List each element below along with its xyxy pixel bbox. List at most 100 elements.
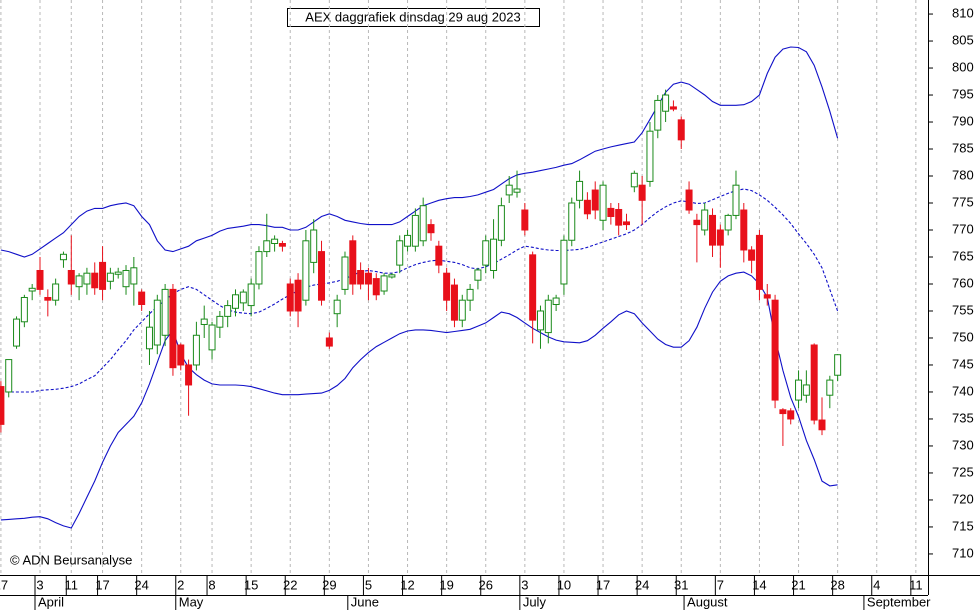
month-label: May	[179, 594, 204, 609]
x-tick-label: 7	[717, 577, 724, 592]
candle-body	[349, 240, 357, 285]
candle-body	[138, 291, 146, 306]
candle-body	[357, 269, 365, 285]
candle-body	[810, 344, 818, 421]
y-tick-label: 795	[952, 86, 974, 101]
y-tick-label: 760	[952, 275, 974, 290]
candle-body	[263, 240, 271, 253]
x-tick-label: 3	[521, 577, 528, 592]
candle-body	[13, 318, 21, 347]
x-tick-label: 24	[134, 577, 148, 592]
candle-body	[5, 359, 13, 393]
y-tick-label: 790	[952, 113, 974, 128]
candle-body	[818, 419, 826, 431]
candle-body	[724, 214, 732, 231]
candle-body	[67, 269, 75, 285]
candle-body	[341, 256, 349, 290]
candle-body	[185, 364, 193, 386]
candle-body	[192, 334, 200, 366]
candle-body	[607, 207, 615, 218]
candle-body	[200, 318, 208, 325]
candle-body	[623, 221, 630, 226]
candle-body	[20, 296, 28, 323]
bands	[0, 46, 839, 529]
y-tick-label: 750	[952, 329, 974, 344]
candle-body	[333, 299, 341, 315]
month-label: July	[523, 594, 547, 609]
candle-body	[239, 291, 247, 304]
y-tick-label: 755	[952, 302, 974, 317]
candle-body	[36, 269, 44, 290]
month-label: April	[38, 594, 64, 609]
candle-body	[576, 180, 584, 201]
credit: © ADN Beursanalyse	[10, 552, 132, 567]
candle-body	[466, 288, 474, 301]
y-tick-label: 770	[952, 221, 974, 236]
candle-body	[497, 205, 505, 241]
candle-body	[247, 283, 255, 307]
candle-body	[232, 294, 239, 309]
candle-body	[568, 202, 576, 241]
candle-body	[443, 272, 451, 301]
y-tick-label: 715	[952, 518, 974, 533]
candle-body	[435, 245, 443, 266]
y-tick-label: 810	[952, 5, 974, 20]
candle-body	[294, 279, 302, 312]
candle-body	[638, 184, 646, 201]
x-tick-label: 26	[479, 577, 493, 592]
candle-body	[325, 337, 333, 347]
candle-body	[482, 240, 490, 266]
month-label: August	[687, 594, 728, 609]
candle-body	[615, 208, 623, 226]
title-box	[287, 8, 540, 27]
candle-body	[662, 94, 670, 112]
x-tick-label: 14	[752, 577, 766, 592]
candle-body	[372, 278, 380, 296]
candle-body	[630, 172, 638, 188]
candle-body	[427, 224, 435, 234]
candle-body	[278, 242, 286, 247]
candle-body	[91, 272, 99, 289]
candle-body	[748, 249, 756, 261]
candle-body	[255, 251, 263, 285]
y-tick-label: 775	[952, 194, 974, 209]
candle-body	[490, 238, 498, 271]
candle-body	[44, 296, 52, 301]
candle-body	[536, 310, 544, 331]
candle-body	[106, 272, 114, 282]
candle-body	[122, 269, 130, 288]
month-label: June	[351, 594, 379, 609]
x-tick-label: 4	[873, 577, 880, 592]
candle-body	[302, 240, 310, 301]
x-tick-label: 22	[283, 577, 297, 592]
candle-body	[732, 184, 740, 216]
x-tick-label: 24	[635, 577, 649, 592]
candle-body	[364, 272, 372, 285]
candle-body	[380, 275, 388, 292]
candle-body	[701, 209, 709, 231]
x-tick-label: 17	[596, 577, 610, 592]
candle-body	[310, 229, 318, 263]
candle-body	[552, 297, 560, 306]
candle-body	[458, 299, 466, 321]
candle-body	[28, 287, 36, 292]
candle-body	[716, 229, 724, 246]
y-tick-label: 725	[952, 464, 974, 479]
candle-body	[318, 251, 326, 301]
x-tick-label: 10	[557, 577, 571, 592]
candle-body	[755, 234, 763, 290]
candle-body	[153, 299, 161, 346]
y-tick-label: 710	[952, 545, 974, 560]
candle-body	[396, 240, 404, 266]
candle-body	[224, 305, 232, 317]
x-tick-label: 8	[208, 577, 215, 592]
candle-body	[771, 299, 779, 401]
candle-body	[599, 184, 607, 221]
candle-body	[669, 106, 677, 110]
candle-body	[583, 199, 591, 215]
candle-body	[763, 294, 771, 299]
candle-body	[654, 99, 662, 131]
candle-body	[677, 119, 685, 141]
y-tick-label: 730	[952, 437, 974, 452]
candle-body	[513, 188, 521, 193]
